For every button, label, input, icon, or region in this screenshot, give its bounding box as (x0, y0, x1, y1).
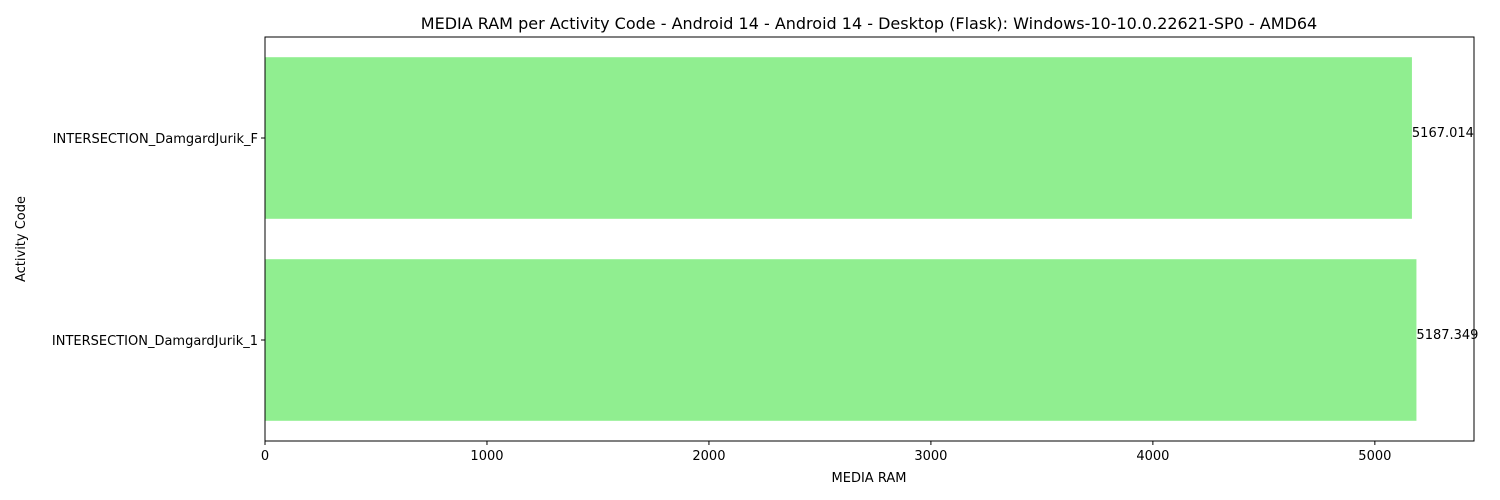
x-tick-label-5: 4000 (1136, 449, 1169, 464)
x-tick-label-4: 3000 (914, 449, 947, 464)
y-tick-label-2: INTERSECTION_DamgardJurik_1 (52, 334, 258, 349)
bar-1 (265, 57, 1412, 219)
data-label-2: 5187.349 (1416, 328, 1478, 343)
x-axis-label: MEDIA RAM (832, 471, 907, 486)
x-tick-label-1: 0 (261, 449, 269, 464)
y-tick-label-1: INTERSECTION_DamgardJurik_F (53, 132, 258, 147)
x-tick-label-3: 2000 (692, 449, 725, 464)
y-axis-label: Activity Code (14, 196, 29, 282)
x-tick-label-2: 1000 (470, 449, 503, 464)
data-label-1: 5167.014 (1412, 126, 1474, 141)
chart-title: MEDIA RAM per Activity Code - Android 14… (421, 14, 1317, 33)
y-axis-ticks: INTERSECTION_DamgardJurik_F INTERSECTION_… (52, 132, 265, 349)
data-labels-group: 5167.014 5187.349 (1412, 126, 1479, 343)
bars-group (265, 57, 1417, 421)
plot-frame (264, 36, 1475, 442)
x-tick-label-6: 5000 (1358, 449, 1391, 464)
x-axis-ticks: 0 1000 2000 3000 4000 5000 (261, 441, 1391, 464)
bar-2 (265, 259, 1417, 421)
